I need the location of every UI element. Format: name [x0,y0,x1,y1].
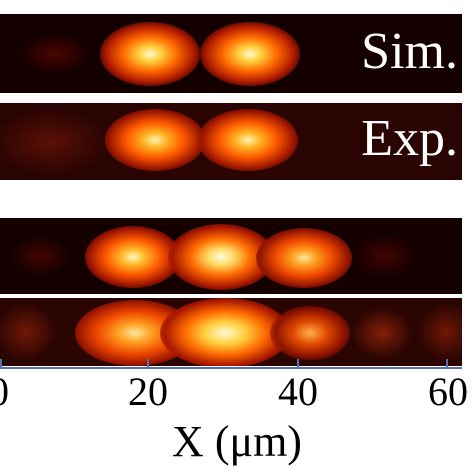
intensity-spot [350,234,420,278]
x-axis-tick [446,359,448,368]
intensity-spot [256,228,352,288]
simulation-panel-bottom [0,218,462,294]
intensity-spot [85,226,181,288]
intensity-spot [352,308,412,358]
intensity-spot [0,109,110,175]
intensity-spot [20,34,90,74]
panel-label-sim: Sim. [361,23,458,80]
intensity-spot [270,306,350,360]
experiment-panel-top: Exp. [0,103,462,180]
intensity-spot [105,109,205,171]
intensity-spot [10,236,70,276]
intensity-spot [418,304,462,360]
x-axis-tick [147,359,149,368]
intensity-spot [0,304,56,360]
x-tick-label: 20 [128,369,168,414]
intensity-spot [200,22,300,86]
x-tick-label: 40 [278,369,318,414]
intensity-spot [100,22,200,86]
intensity-spot [160,298,290,366]
simulation-panel-top: Sim. [0,14,462,93]
x-axis-line [0,367,462,369]
intensity-spot [198,109,298,171]
x-tick-label: 0 [0,372,9,412]
x-axis-title: X (μm) [172,417,302,466]
x-axis-tick [0,359,2,368]
x-axis-tick [297,359,299,368]
panel-label-exp: Exp. [361,110,458,167]
experiment-panel-bottom [0,298,462,366]
x-tick-label: 60 [428,369,468,414]
